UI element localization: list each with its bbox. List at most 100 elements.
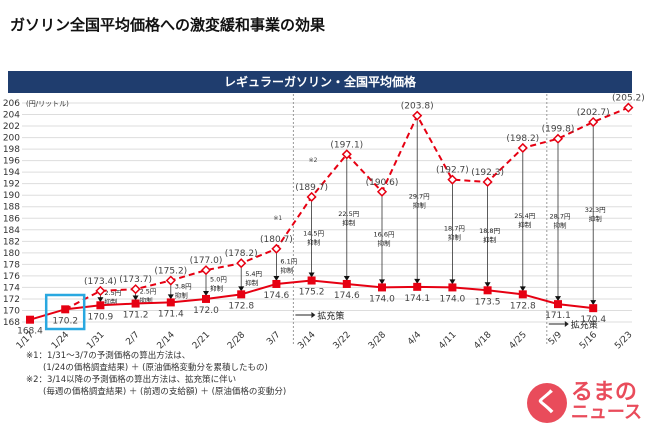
y-tick-label: 172 — [3, 295, 20, 305]
x-tick-label: 3/7 — [265, 330, 282, 347]
predicted-line — [64, 106, 629, 311]
y-tick-label: 206 — [3, 99, 20, 109]
actual-point — [166, 298, 175, 307]
actual-value: 174.0 — [440, 294, 466, 304]
x-tick-label: 3/22 — [332, 330, 353, 351]
suppression-label: 抑制 — [104, 297, 118, 306]
actual-value: 168.4 — [17, 327, 43, 337]
suppression-label: 抑制 — [554, 220, 568, 229]
arrow-head — [484, 282, 491, 288]
predicted-point — [271, 243, 282, 254]
actual-point — [518, 290, 527, 299]
y-tick-label: 202 — [3, 122, 20, 132]
predicted-value: (175.2) — [154, 267, 187, 277]
arrow-head — [449, 279, 456, 285]
suppression-label: 抑制 — [413, 200, 427, 209]
suppression-amount: 16.6円 — [374, 231, 395, 239]
y-tick-label: 176 — [3, 272, 20, 282]
predicted-value: (173.4) — [84, 277, 117, 287]
predicted-value: (180.7) — [260, 235, 293, 245]
predicted-point — [412, 110, 423, 121]
suppression-label: 抑制 — [518, 220, 532, 229]
suppression-label: 抑制 — [245, 278, 259, 287]
predicted-value: (177.0) — [190, 256, 223, 266]
x-tick-label: 2/7 — [124, 330, 141, 347]
y-axis-label: (円/リットル) — [26, 100, 69, 108]
suppression-label: 抑制 — [448, 233, 462, 242]
suppression-amount: 29.7円 — [409, 192, 430, 200]
actual-value: 171.1 — [545, 311, 571, 321]
actual-point — [554, 300, 562, 309]
footnote-marker: ※1 — [273, 215, 282, 222]
actual-value: 172.8 — [510, 301, 536, 311]
chart-title: レギュラーガソリン・全国平均価格 — [8, 71, 632, 93]
y-tick-label: 204 — [3, 111, 20, 121]
y-tick-label: 180 — [3, 249, 20, 259]
y-tick-label: 194 — [3, 168, 20, 178]
arrow-head — [238, 286, 245, 292]
suppression-label: 抑制 — [378, 239, 392, 248]
x-tick-label: 4/25 — [508, 330, 529, 351]
predicted-point — [236, 258, 247, 269]
predicted-point — [95, 285, 106, 296]
arrow-head — [273, 275, 280, 281]
suppression-amount: 3.8円 — [175, 282, 192, 290]
suppression-label: 抑制 — [483, 235, 497, 244]
suppression-amount: 5.0円 — [210, 276, 227, 284]
suppression-label: 抑制 — [589, 214, 603, 223]
predicted-value: (197.1) — [330, 140, 363, 150]
y-tick-label: 200 — [3, 134, 20, 144]
actual-value: 170.9 — [88, 312, 114, 322]
note-2: (1/24の価格調査結果) ＋ (原油価格変動分を累積したもの) — [26, 363, 268, 373]
actual-value: 171.4 — [158, 309, 184, 319]
predicted-point — [130, 284, 141, 295]
predicted-value: (202.7) — [577, 108, 610, 118]
arrow-head — [564, 321, 569, 327]
x-tick-label: 4/11 — [437, 330, 458, 351]
predicted-value: (192.3) — [471, 168, 504, 178]
y-tick-label: 184 — [3, 226, 20, 236]
arrow-head — [311, 312, 316, 318]
arrow-head — [519, 286, 526, 292]
actual-point — [131, 299, 140, 308]
suppression-amount: 2.5円 — [104, 289, 121, 297]
actual-point — [448, 283, 457, 292]
x-tick-label: 5/16 — [578, 330, 600, 352]
suppression-amount: 5.4円 — [245, 270, 262, 278]
predicted-value: (198.2) — [506, 134, 539, 144]
actual-value: 174.6 — [264, 291, 290, 301]
predicted-point — [376, 186, 388, 197]
note-1: ※1：1/31～3/7の予測価格の算出方法は、 — [26, 351, 191, 361]
suppression-label: 抑制 — [175, 290, 189, 299]
predicted-value: (192.7) — [436, 166, 469, 176]
arrow-head — [203, 290, 209, 296]
actual-point — [26, 315, 34, 324]
y-tick-label: 196 — [3, 157, 20, 167]
y-tick-label: 174 — [3, 283, 20, 293]
suppression-amount: 18.7円 — [444, 225, 465, 233]
predicted-point — [588, 116, 599, 128]
y-tick-label: 188 — [3, 203, 20, 213]
x-tick-label: 5/9 — [547, 330, 565, 348]
predicted-point — [341, 149, 352, 160]
x-tick-label: 3/28 — [367, 330, 389, 352]
suppression-amount: 22.5円 — [338, 210, 359, 218]
actual-point — [378, 283, 386, 292]
x-tick-label: 2/28 — [226, 330, 248, 352]
logo-line1: るまの — [570, 380, 637, 405]
note-4: (毎週の価格調査結果) ＋ (前週の支給額) ＋ (原油価格の変動分) — [26, 387, 287, 397]
actual-point — [272, 279, 281, 288]
arrow-head — [414, 278, 421, 284]
suppression-amount: 6.1円 — [280, 257, 297, 265]
logo-mark: く — [526, 383, 567, 423]
suppression-label: 抑制 — [140, 295, 154, 304]
actual-point — [96, 301, 105, 310]
x-tick-label: 4/18 — [472, 330, 494, 352]
actual-point — [589, 304, 598, 313]
predicted-point — [517, 142, 528, 154]
arrow-head — [555, 296, 561, 302]
actual-point — [307, 276, 316, 285]
suppression-amount: 14.5円 — [303, 230, 324, 238]
actual-point — [202, 294, 210, 303]
page-title: ガソリン全国平均価格への激変緩和事業の効果 — [10, 16, 326, 34]
